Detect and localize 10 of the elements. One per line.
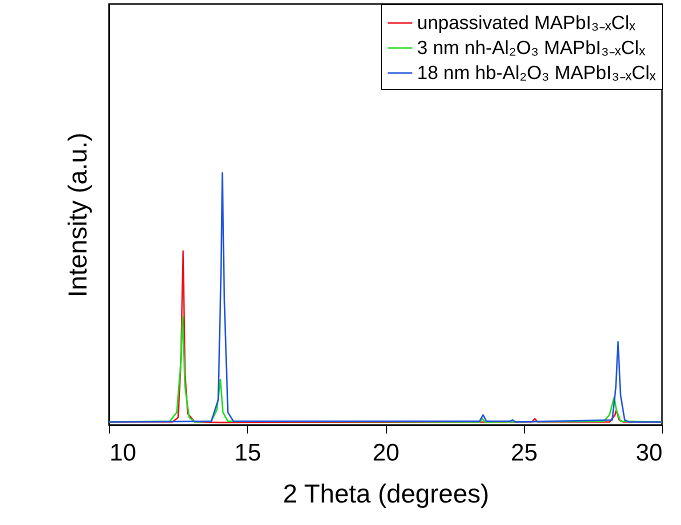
legend-label: 3 nm nh-Al₂O₃ MAPbI₃₋ₓClₓ: [417, 38, 646, 59]
y-axis-title: Intensity (a.u.): [62, 132, 92, 298]
legend-label: unpassivated MAPbI₃₋ₓClₓ: [417, 13, 636, 34]
x-tick-label: 25: [510, 440, 538, 466]
x-tick-label: 30: [636, 440, 662, 466]
x-tick-label: 20: [372, 440, 400, 466]
x-tick-label: 10: [110, 440, 136, 466]
legend-label: 18 nm hb-Al₂O₃ MAPbI₃₋ₓClₓ: [417, 63, 657, 84]
x-tick-label: 15: [234, 440, 262, 466]
x-axis-title: 2 Theta (degrees): [282, 478, 490, 508]
